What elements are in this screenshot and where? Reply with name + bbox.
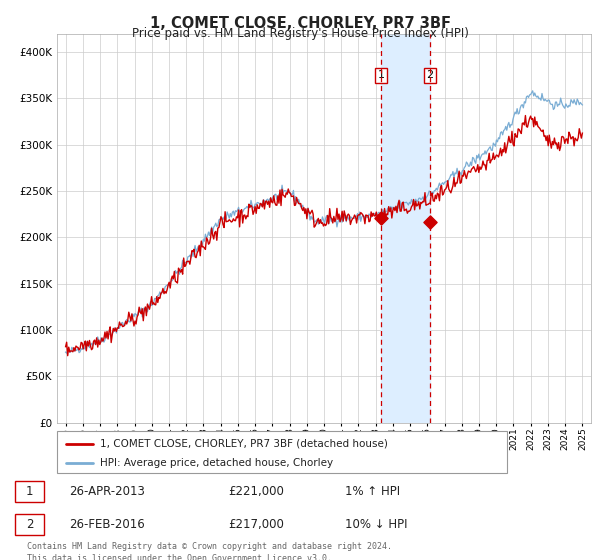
Text: £217,000: £217,000 [228, 518, 284, 531]
Text: 1: 1 [377, 71, 385, 80]
FancyBboxPatch shape [15, 514, 44, 535]
Text: 26-APR-2013: 26-APR-2013 [69, 485, 145, 498]
FancyBboxPatch shape [15, 481, 44, 502]
Text: £221,000: £221,000 [228, 485, 284, 498]
Text: 1, COMET CLOSE, CHORLEY, PR7 3BF (detached house): 1, COMET CLOSE, CHORLEY, PR7 3BF (detach… [100, 439, 388, 449]
Text: 2: 2 [26, 518, 33, 531]
Bar [381, 34, 430, 423]
Point [425, 217, 435, 226]
Text: Price paid vs. HM Land Registry's House Price Index (HPI): Price paid vs. HM Land Registry's House … [131, 27, 469, 40]
Text: 10% ↓ HPI: 10% ↓ HPI [345, 518, 407, 531]
Text: 26-FEB-2016: 26-FEB-2016 [69, 518, 145, 531]
Point [376, 213, 386, 222]
Text: 1: 1 [26, 485, 33, 498]
Text: 1, COMET CLOSE, CHORLEY, PR7 3BF: 1, COMET CLOSE, CHORLEY, PR7 3BF [149, 16, 451, 31]
Text: Contains HM Land Registry data © Crown copyright and database right 2024.
This d: Contains HM Land Registry data © Crown c… [27, 542, 392, 560]
Text: 1% ↑ HPI: 1% ↑ HPI [345, 485, 400, 498]
Text: 2: 2 [427, 71, 434, 80]
Text: HPI: Average price, detached house, Chorley: HPI: Average price, detached house, Chor… [100, 458, 333, 468]
